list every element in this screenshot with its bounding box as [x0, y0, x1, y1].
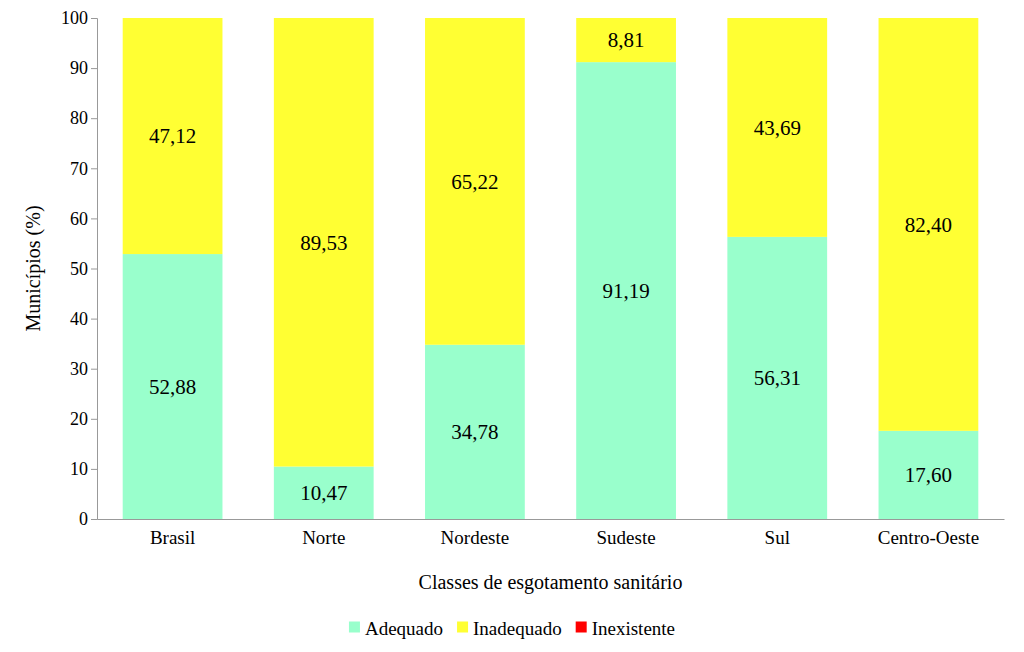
tick-label: 0 — [79, 509, 88, 529]
axis-line — [91, 19, 98, 520]
data-label: 10,47 — [300, 481, 347, 505]
data-label: 43,69 — [754, 116, 801, 140]
tick-label: 10 — [70, 459, 88, 479]
tick-label: Centro-Oeste — [878, 527, 979, 548]
data-label: 47,12 — [149, 124, 196, 148]
bar — [879, 18, 979, 431]
bar — [727, 18, 827, 237]
tick: 100 — [61, 8, 97, 28]
tick: 10 — [70, 459, 97, 479]
tick-label: Norte — [302, 527, 345, 548]
tick: 50 — [70, 259, 97, 279]
x-axis: Brasil Norte Nordeste Sudeste Sul Centro-Oest… — [98, 519, 1005, 548]
legend-label: Inadequado — [473, 618, 562, 639]
tick: 90 — [70, 58, 97, 78]
tick: 30 — [70, 359, 97, 379]
bar — [879, 431, 979, 519]
tick: Sudeste — [597, 519, 656, 548]
bar — [576, 18, 676, 62]
bar — [425, 18, 525, 19]
y-axis: 0 10 20 30 40 50 60 70 80 90 100 — [61, 8, 98, 529]
tick: Nordeste — [441, 519, 510, 548]
bar — [425, 345, 525, 519]
data-label: 65,22 — [451, 170, 498, 194]
bars — [123, 18, 979, 519]
data-labels: 52,88 10,47 34,78 91,19 56,31 17,60 47,12 89,53… — [149, 28, 952, 505]
bar — [123, 18, 223, 254]
data-label: 52,88 — [149, 375, 196, 399]
tick: Brasil — [150, 519, 195, 548]
bar — [123, 18, 223, 19]
data-label: 91,19 — [602, 279, 649, 303]
tick: 80 — [70, 108, 97, 128]
tick-label: 50 — [70, 259, 88, 279]
tick-label: Sul — [765, 527, 790, 548]
tick-mark — [91, 519, 97, 520]
tick-mark — [91, 369, 97, 370]
tick-mark — [91, 419, 97, 420]
bar-series — [123, 62, 979, 519]
data-label: 17,60 — [905, 463, 952, 487]
tick: 70 — [70, 159, 97, 179]
tick-label: Sudeste — [597, 527, 656, 548]
legend-swatch — [576, 622, 587, 633]
tick-label: 80 — [70, 108, 88, 128]
legend-item: Adequado — [349, 618, 443, 639]
tick: 40 — [70, 309, 97, 329]
tick: Centro-Oeste — [878, 519, 979, 548]
data-label: 8,81 — [608, 28, 645, 52]
bar — [123, 254, 223, 519]
bar-series — [123, 18, 979, 467]
y-axis-title: Municípios (%) — [22, 205, 45, 331]
data-label: 34,78 — [451, 420, 498, 444]
legend: Adequado Inadequado Inexistente — [349, 618, 675, 639]
tick-mark — [91, 269, 97, 270]
tick-label: Brasil — [150, 527, 195, 548]
tick: 60 — [70, 209, 97, 229]
bar — [879, 18, 979, 19]
legend-item: Inexistente — [576, 618, 675, 639]
legend-label: Adequado — [365, 618, 443, 639]
bar — [274, 467, 374, 519]
axis-line — [98, 519, 1005, 520]
tick-mark — [91, 319, 97, 320]
tick-label: 40 — [70, 309, 88, 329]
bar — [274, 18, 374, 467]
tick-label: 90 — [70, 58, 88, 78]
legend-label: Inexistente — [592, 618, 675, 639]
bar — [576, 18, 676, 19]
tick: Sul — [765, 519, 790, 548]
tick-label: 100 — [61, 8, 88, 28]
tick: 0 — [79, 509, 97, 529]
tick-mark — [91, 68, 97, 69]
bar — [274, 18, 374, 19]
tick: Norte — [302, 519, 345, 548]
tick-mark — [91, 168, 97, 169]
bar — [425, 18, 525, 345]
x-axis-title: Classes de esgotamento sanitário — [419, 571, 683, 594]
tick-label: 20 — [70, 409, 88, 429]
tick-mark — [91, 218, 97, 219]
chart: 52,88 10,47 34,78 91,19 56,31 17,60 47,12 89,53… — [0, 0, 1024, 652]
bar — [576, 62, 676, 519]
legend-item: Inadequado — [457, 618, 562, 639]
data-label: 89,53 — [300, 231, 347, 255]
bar — [727, 237, 827, 519]
data-label: 56,31 — [754, 366, 801, 390]
bar — [727, 18, 827, 19]
tick-mark — [91, 469, 97, 470]
tick-label: Nordeste — [441, 527, 510, 548]
tick-label: 70 — [70, 159, 88, 179]
legend-swatch — [457, 622, 468, 633]
tick-mark — [91, 118, 97, 119]
tick-label: 30 — [70, 359, 88, 379]
tick-label: 60 — [70, 209, 88, 229]
data-label: 82,40 — [905, 213, 952, 237]
tick-mark — [91, 18, 97, 19]
tick: 20 — [70, 409, 97, 429]
legend-swatch — [349, 622, 360, 633]
